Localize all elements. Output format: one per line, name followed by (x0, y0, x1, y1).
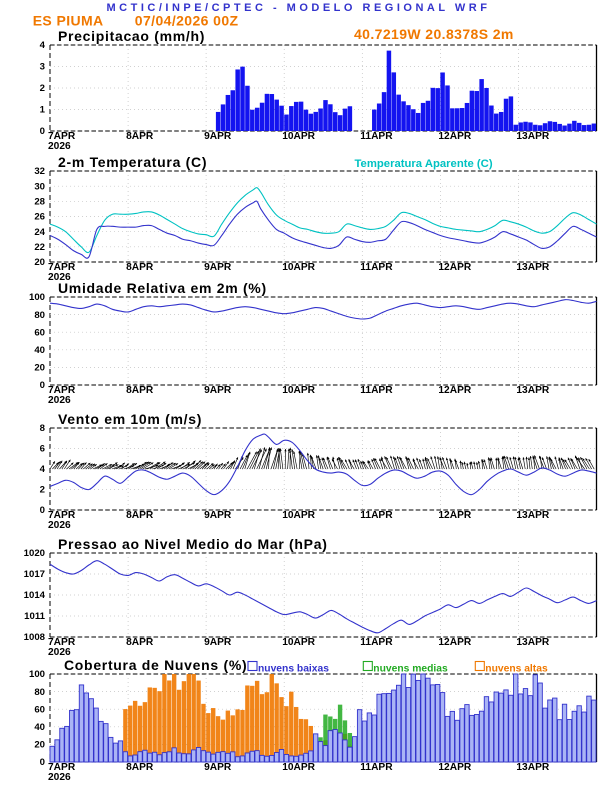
svg-text:30: 30 (34, 181, 45, 192)
svg-text:10APR: 10APR (282, 762, 315, 773)
svg-text:13APR: 13APR (516, 385, 549, 396)
svg-text:12APR: 12APR (438, 762, 471, 773)
svg-text:10APR: 10APR (282, 262, 315, 273)
svg-text:20: 20 (34, 740, 45, 751)
svg-text:2: 2 (40, 83, 45, 94)
svg-text:40.7219W 20.8378S 2m: 40.7219W 20.8378S 2m (354, 26, 514, 42)
svg-text:Temperatura Aparente (C): Temperatura Aparente (C) (355, 158, 493, 170)
svg-text:28: 28 (34, 197, 45, 208)
svg-text:10APR: 10APR (282, 385, 315, 396)
svg-text:0: 0 (40, 126, 45, 137)
svg-text:12APR: 12APR (438, 262, 471, 273)
svg-text:10APR: 10APR (282, 510, 315, 521)
svg-text:8APR: 8APR (126, 385, 154, 396)
svg-text:0: 0 (40, 380, 45, 391)
svg-text:3: 3 (40, 62, 45, 73)
svg-text:26: 26 (34, 212, 45, 223)
svg-text:4: 4 (40, 40, 46, 51)
svg-text:12APR: 12APR (438, 131, 471, 142)
svg-text:100: 100 (29, 669, 45, 680)
svg-text:80: 80 (34, 687, 45, 698)
svg-text:0: 0 (40, 505, 45, 516)
svg-text:ES PIUMA: ES PIUMA (33, 13, 104, 29)
svg-text:Vento em 10m (m/s): Vento em 10m (m/s) (58, 411, 202, 427)
svg-text:10APR: 10APR (282, 637, 315, 648)
svg-text:4: 4 (40, 464, 46, 475)
svg-text:2026: 2026 (48, 395, 71, 406)
svg-text:11APR: 11APR (360, 510, 393, 521)
svg-text:80: 80 (34, 310, 45, 321)
svg-text:40: 40 (34, 722, 45, 733)
svg-text:1008: 1008 (24, 632, 46, 643)
svg-text:12APR: 12APR (438, 385, 471, 396)
svg-text:8APR: 8APR (126, 131, 154, 142)
svg-text:9APR: 9APR (204, 262, 232, 273)
svg-text:20: 20 (34, 257, 45, 268)
svg-text:2026: 2026 (48, 141, 71, 152)
svg-text:9APR: 9APR (204, 762, 232, 773)
svg-text:20: 20 (34, 363, 45, 374)
svg-text:8APR: 8APR (126, 762, 154, 773)
svg-text:40: 40 (34, 345, 45, 356)
svg-text:10APR: 10APR (282, 131, 315, 142)
svg-text:32: 32 (34, 166, 45, 177)
svg-text:0: 0 (40, 757, 45, 768)
svg-text:11APR: 11APR (360, 262, 393, 273)
svg-text:2: 2 (40, 485, 45, 496)
svg-text:11APR: 11APR (360, 637, 393, 648)
svg-text:Umidade Relativa em 2m (%): Umidade Relativa em 2m (%) (58, 280, 267, 296)
svg-text:2026: 2026 (48, 772, 71, 783)
svg-text:nuvens altas: nuvens altas (485, 664, 548, 675)
svg-text:13APR: 13APR (516, 131, 549, 142)
svg-text:12APR: 12APR (438, 637, 471, 648)
svg-text:9APR: 9APR (204, 637, 232, 648)
svg-text:8APR: 8APR (126, 637, 154, 648)
svg-text:13APR: 13APR (516, 637, 549, 648)
svg-text:60: 60 (34, 327, 45, 338)
svg-text:9APR: 9APR (204, 510, 232, 521)
svg-text:1: 1 (40, 105, 46, 116)
svg-text:11APR: 11APR (360, 131, 393, 142)
svg-text:11APR: 11APR (360, 385, 393, 396)
svg-text:11APR: 11APR (360, 762, 393, 773)
svg-text:1011: 1011 (24, 611, 45, 622)
svg-text:8APR: 8APR (126, 262, 154, 273)
svg-text:9APR: 9APR (204, 385, 232, 396)
svg-text:6: 6 (40, 444, 45, 455)
svg-text:60: 60 (34, 704, 45, 715)
svg-text:2-m Temperatura (C): 2-m Temperatura (C) (58, 154, 207, 170)
svg-text:100: 100 (29, 292, 45, 303)
svg-text:22: 22 (34, 242, 45, 253)
svg-text:1014: 1014 (24, 590, 46, 601)
svg-text:Precipitacao (mm/h): Precipitacao (mm/h) (58, 28, 205, 44)
svg-text:2026: 2026 (48, 520, 71, 531)
svg-text:1020: 1020 (24, 548, 45, 559)
svg-text:nuvens baixas: nuvens baixas (258, 664, 329, 675)
svg-text:13APR: 13APR (516, 510, 549, 521)
svg-text:13APR: 13APR (516, 262, 549, 273)
svg-text:9APR: 9APR (204, 131, 232, 142)
svg-text:8: 8 (40, 423, 46, 434)
svg-text:nuvens medias: nuvens medias (373, 664, 448, 675)
svg-text:24: 24 (34, 227, 45, 238)
svg-text:Pressao ao Nivel Medio do Mar: Pressao ao Nivel Medio do Mar (hPa) (58, 536, 328, 552)
svg-text:13APR: 13APR (516, 762, 549, 773)
svg-text:12APR: 12APR (438, 510, 471, 521)
svg-text:8APR: 8APR (126, 510, 154, 521)
svg-text:Cobertura de Nuvens (%): Cobertura de Nuvens (%) (64, 657, 247, 673)
svg-text:1017: 1017 (24, 569, 45, 580)
svg-text:07/04/2026 00Z: 07/04/2026 00Z (135, 13, 239, 29)
